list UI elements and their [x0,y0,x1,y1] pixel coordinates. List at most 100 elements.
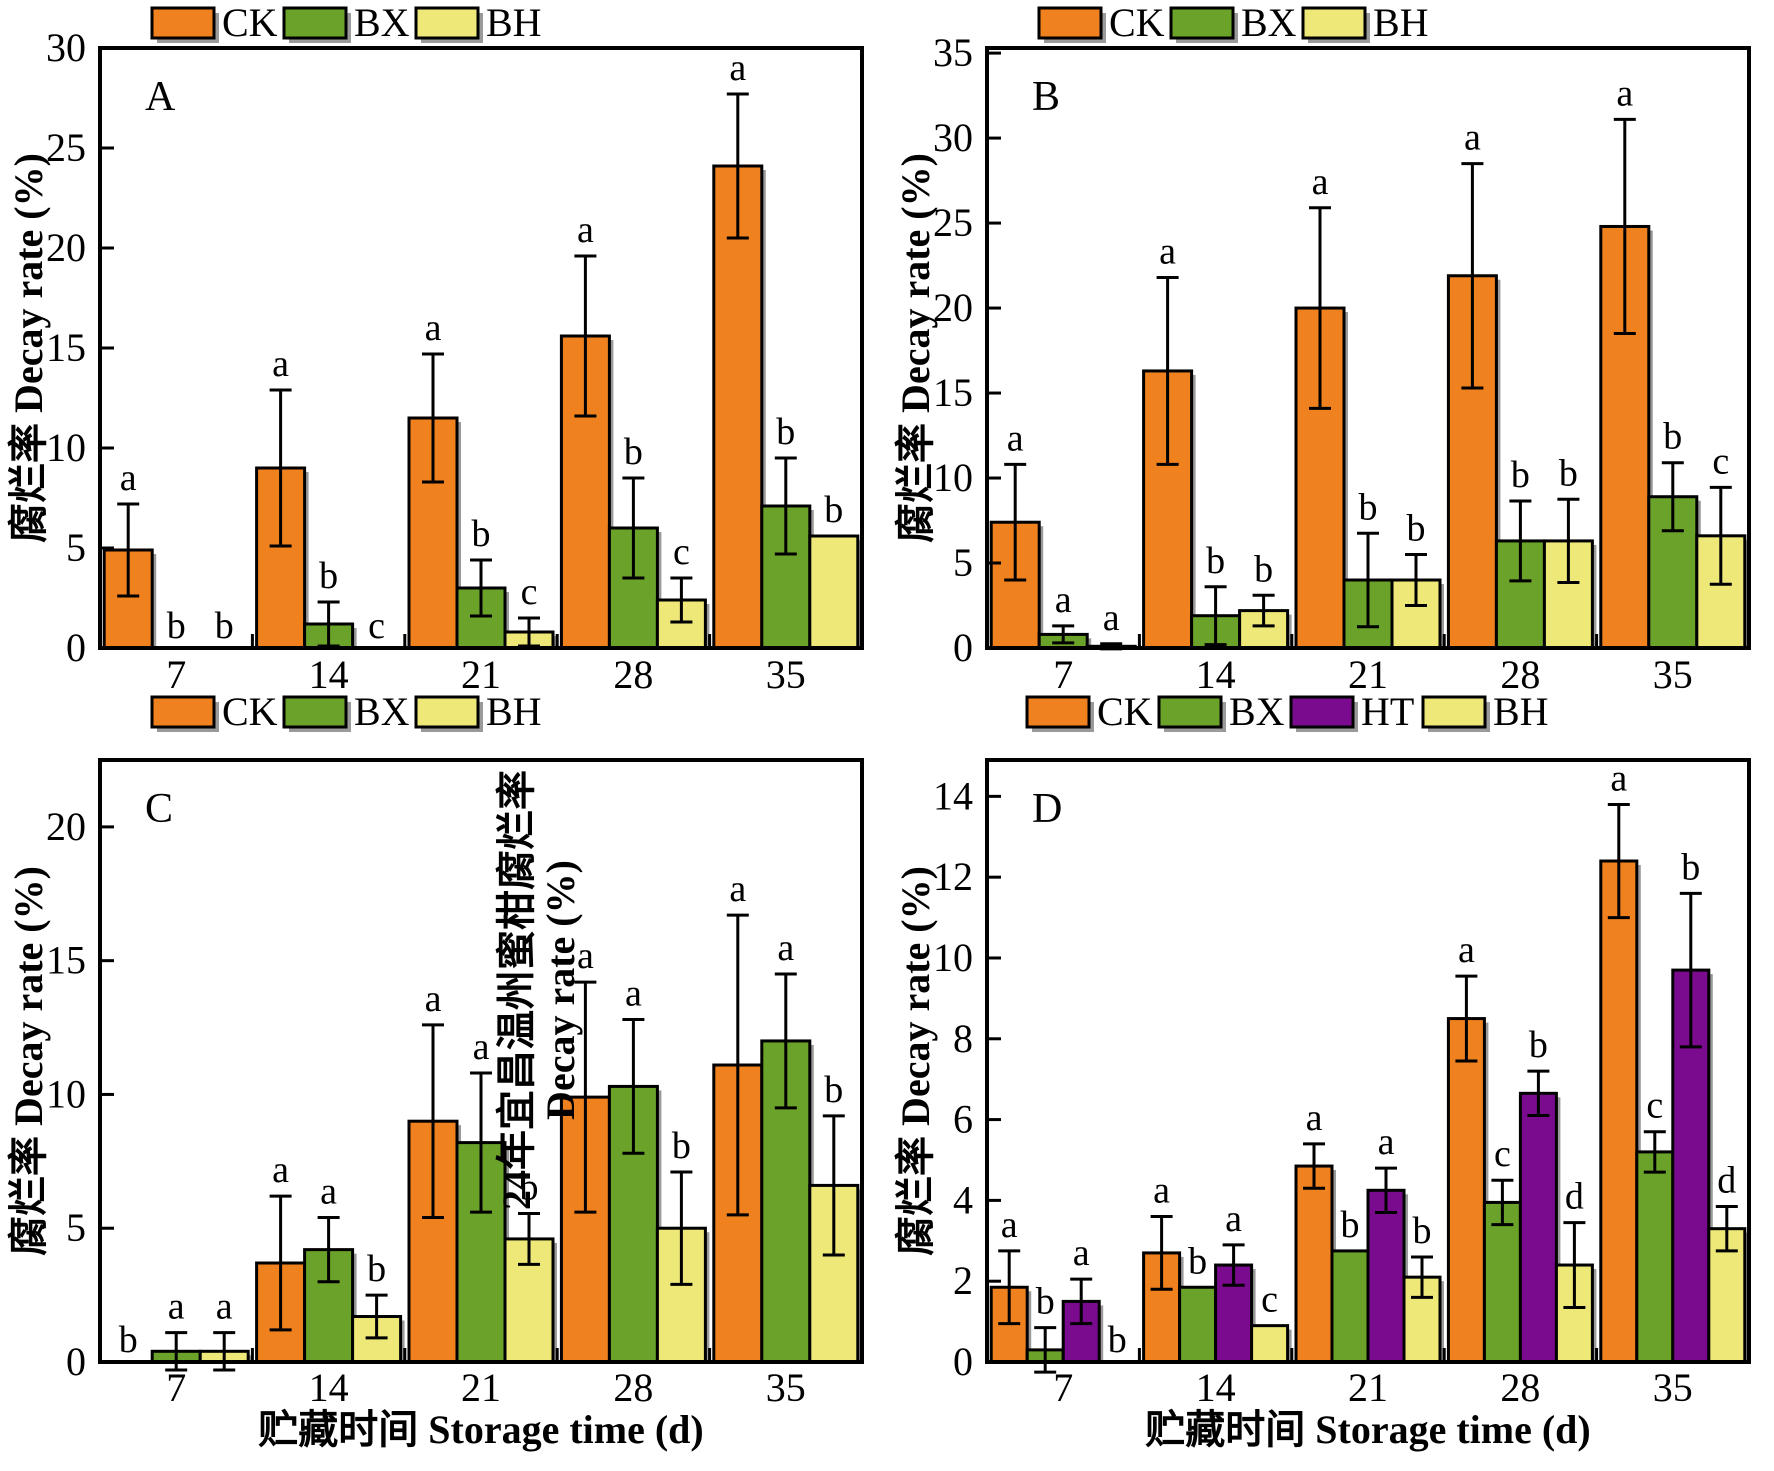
y-axis-label: 腐烂率 Decay rate (%) [893,153,938,543]
sig-letter-BX-7: b [167,605,186,647]
sig-letter-BH-21: b [1407,508,1426,550]
y-tick-label: 35 [933,30,973,75]
sig-letter-CK-14: a [272,343,289,385]
bar-BH-35 [808,534,860,650]
bar-HT-7 [1061,1299,1101,1364]
sig-letter-BX-21: b [1341,1204,1360,1246]
sig-letter-CK-21: a [1306,1097,1323,1139]
plot-frame [985,758,1751,1364]
bar-CK-21 [1294,1164,1334,1364]
sig-letter-CK-14: a [272,1149,289,1191]
sig-letter-BX-14: b [319,555,338,597]
y-tick-label: 5 [953,540,973,585]
legend-label-BH: BH [1493,695,1549,734]
y-tick-label: 8 [953,1016,973,1061]
bar-CK-35 [712,164,764,650]
legend-swatch-BH [1301,6,1367,40]
legend-swatch-CK [1037,6,1103,40]
sig-letter-CK-28: a [577,209,594,251]
sig-letter-CK-21: a [425,978,442,1020]
sig-letter-BX-28: b [1511,454,1530,496]
sig-letter-CK-28: a [577,935,594,977]
y-tick-label: 20 [46,225,86,270]
panel-letter-b: B [1032,74,1060,120]
sig-letter-BH-21: c [521,571,538,613]
panel-letter-d: D [1032,786,1062,832]
sig-letter-BX-14: a [320,1171,337,1213]
bar-BX-28 [1482,1200,1522,1364]
x-tick-label-21: 21 [1348,1365,1388,1410]
sig-letter-BX-35: b [776,411,795,453]
y-tick-label: 0 [66,625,86,670]
y-tick-label: 20 [933,285,973,330]
sig-letter-BH-35: c [1712,440,1729,482]
x-tick-label-35: 35 [766,652,806,695]
bar-BH-14 [1250,1324,1290,1364]
sig-letter-BX-7: b [1036,1281,1055,1323]
legend-label-BX: BX [1229,695,1285,734]
y-tick-label: 30 [933,115,973,160]
sig-letter-HT-7: a [1073,1232,1090,1274]
x-tick-label-35: 35 [1653,1365,1693,1410]
sig-letter-BH-14: b [1254,548,1273,590]
sig-letter-CK-35: a [1610,757,1627,799]
legend-label-BX: BX [354,695,410,734]
sig-letter-CK-7: b [119,1319,138,1361]
legend-swatch-BH [414,6,480,40]
y-tick-label: 10 [46,1071,86,1116]
y-tick-label: 2 [953,1258,973,1303]
legend-label-BH: BH [486,695,542,734]
x-axis-label: 贮藏时间 Storage time (d) [1145,1407,1590,1452]
panel-letter-a: A [145,74,176,120]
legend-label-CK: CK [1109,0,1165,45]
sig-letter-BH-28: c [673,531,690,573]
sig-letter-BX-28: b [624,431,643,473]
plot-frame [98,758,864,1364]
sig-letter-BX-35: c [1646,1085,1663,1127]
sig-letter-BH-35: d [1717,1159,1736,1201]
y-tick-label: 25 [46,125,86,170]
legend-swatch-BX [282,6,348,40]
sig-letter-CK-7: a [1007,417,1024,459]
x-tick-label-7: 7 [166,652,186,695]
sig-letter-BH-21: b [1413,1210,1432,1252]
legend-swatch-CK [150,6,216,40]
sig-letter-CK-7: a [1001,1204,1018,1246]
legend-swatch-BH [1421,695,1487,729]
panel-annotation-line-1: 24年宜昌温州蜜柑腐烂率 [494,770,539,1210]
x-tick-label-21: 21 [1348,652,1388,695]
y-tick-label: 10 [933,455,973,500]
legend-label-CK: CK [222,0,278,45]
sig-letter-CK-21: a [1312,161,1329,203]
sig-letter-CK-35: a [1616,72,1633,114]
legend-label-HT: HT [1361,695,1414,734]
bar-BX-14 [1178,1285,1218,1364]
bar-HT-28 [1518,1091,1558,1364]
y-tick-label: 15 [933,370,973,415]
x-tick-label-7: 7 [166,1365,186,1410]
x-tick-label-14: 14 [309,1365,349,1410]
panel-annotation-line-2: Decay rate (%) [538,860,583,1120]
x-tick-label-7: 7 [1053,1365,1073,1410]
sig-letter-BX-21: a [473,1026,490,1068]
panel-letter-c: C [145,786,173,832]
legend-swatch-BX [1157,695,1223,729]
y-tick-label: 0 [953,1339,973,1384]
sig-letter-BH-7: a [1103,597,1120,639]
legend-swatch-BX [1169,6,1235,40]
sig-letter-BH-7: a [216,1286,233,1328]
sig-letter-CK-7: a [120,457,137,499]
y-tick-label: 10 [933,935,973,980]
sig-letter-CK-28: a [1464,117,1481,159]
x-tick-label-14: 14 [309,652,349,695]
sig-letter-BX-21: b [472,513,491,555]
y-tick-label: 0 [953,625,973,670]
x-tick-label-7: 7 [1053,652,1073,695]
legend-label-CK: CK [1097,695,1153,734]
y-tick-label: 12 [933,854,973,899]
sig-letter-HT-21: a [1378,1121,1395,1163]
sig-letter-HT-14: a [1225,1198,1242,1240]
sig-letter-CK-28: a [1458,929,1475,971]
